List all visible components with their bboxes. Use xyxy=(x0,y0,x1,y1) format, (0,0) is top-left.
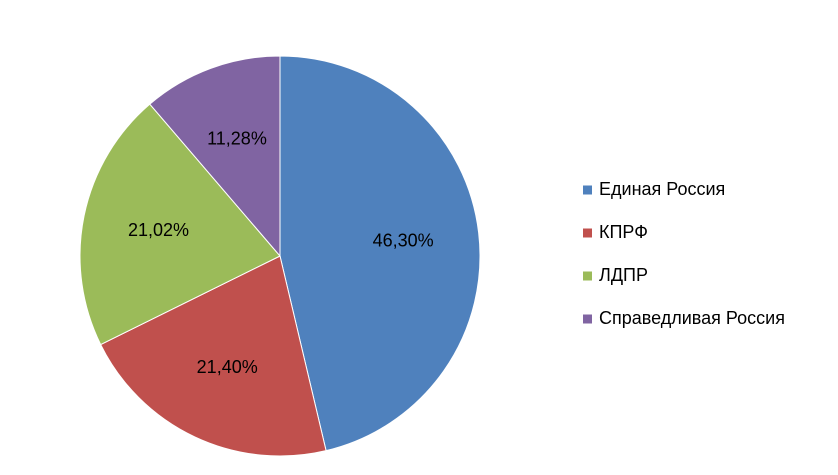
legend-swatch-0 xyxy=(583,185,592,195)
pie-slice-0 xyxy=(279,55,481,452)
data-label-2: 21,02% xyxy=(128,220,189,240)
legend-swatch-2 xyxy=(583,271,592,281)
data-label-0: 46,30% xyxy=(373,230,434,250)
legend-swatch-3 xyxy=(583,314,592,324)
legend-label-3: Справедливая Россия xyxy=(599,308,785,328)
pie-slice-2 xyxy=(79,103,281,346)
legend-label-0: Единая Россия xyxy=(599,179,725,199)
pie-data-labels: 46,30% 21,40% 21,02% 11,28% xyxy=(128,128,434,376)
pie-slice-3 xyxy=(149,55,281,258)
data-label-3: 11,28% xyxy=(207,128,267,148)
legend-swatch-1 xyxy=(583,228,592,238)
legend-label-1: КПРФ xyxy=(599,222,648,242)
chart-legend: Единая Россия КПРФ ЛДПР Справедливая Россия xyxy=(583,179,785,328)
legend-label-2: ЛДПР xyxy=(599,265,648,285)
pie-slice-1 xyxy=(100,255,327,457)
pie-slices xyxy=(79,55,481,457)
data-label-1: 21,40% xyxy=(197,357,258,377)
